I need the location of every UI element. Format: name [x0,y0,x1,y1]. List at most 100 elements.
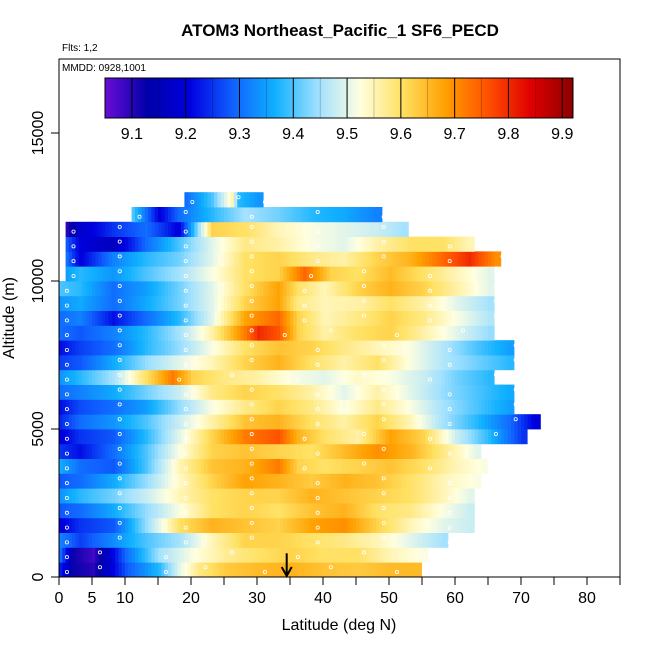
heatmap-cell [507,399,515,415]
heatmap-cell [95,325,100,341]
heatmap-cell [111,532,116,548]
heatmap-cell [158,488,162,504]
heatmap-cell [293,399,298,415]
heatmap-cell [98,236,103,252]
heatmap-cell [494,355,499,371]
heatmap-cell [253,340,258,356]
heatmap-cell [204,384,209,400]
heatmap-cell [138,503,143,519]
heatmap-cell [395,221,400,237]
sample-point [381,520,386,525]
heatmap-cell [323,207,327,223]
heatmap-cell [303,547,308,563]
heatmap-cell [359,562,364,578]
heatmap-cell [253,562,258,578]
heatmap-cell [346,399,350,415]
heatmap-cell [280,251,284,267]
sample-point [163,569,168,574]
heatmap-cell [418,384,423,400]
heatmap-cell [507,355,515,371]
heatmap-cell [471,340,476,356]
heatmap-cell [167,384,172,400]
heatmap-cell [362,503,367,519]
heatmap-cell [210,562,215,578]
heatmap-cell [408,399,413,415]
heatmap-cell [204,295,209,311]
heatmap-cell [461,517,466,533]
heatmap-cell [461,325,466,341]
heatmap-cell [316,562,321,578]
heatmap-cell [458,281,463,297]
heatmap-cell [75,340,80,356]
heatmap-cell [323,340,327,356]
heatmap-cell [405,295,410,311]
heatmap-cell [181,281,185,297]
heatmap-cell [82,266,86,282]
heatmap-cell [134,443,139,459]
heatmap-cell [121,325,126,341]
heatmap-cell [303,221,308,237]
heatmap-cell [342,429,347,445]
heatmap-cell [412,399,416,415]
heatmap-cell [92,236,96,252]
heatmap-cell [131,221,136,237]
heatmap-cell [389,236,393,252]
heatmap-cell [200,473,205,489]
heatmap-cell [82,414,86,430]
heatmap-cell [115,340,119,356]
heatmap-cell [405,429,410,445]
heatmap-cell [217,295,222,311]
heatmap-cell [280,443,284,459]
sample-point [381,535,386,540]
x-tick-label: 5 [88,590,97,607]
heatmap-cell [504,429,509,445]
heatmap-cell [217,414,222,430]
heatmap-cell [105,266,110,282]
heatmap-cell [431,443,436,459]
heatmap-cell [263,207,268,223]
heatmap-cell [204,443,209,459]
heatmap-cell [296,236,301,252]
heatmap-cell [359,325,364,341]
heatmap-cell [98,369,103,385]
heatmap-cell [365,488,370,504]
heatmap-cell [263,325,268,341]
heatmap-cell [204,503,209,519]
heatmap-cell [144,355,149,371]
heatmap-cell [227,384,232,400]
heatmap-cell [313,547,317,563]
heatmap-cell [187,355,192,371]
heatmap-cell [214,310,218,326]
heatmap-cell [474,266,479,282]
heatmap-cell [346,562,350,578]
heatmap-cell [101,310,106,326]
heatmap-cell [144,399,149,415]
heatmap-cell [395,295,400,311]
heatmap-cell [481,325,486,341]
arrow-head [280,566,293,579]
sample-point [315,229,320,234]
heatmap-cell [65,458,70,474]
heatmap-cell [237,221,242,237]
heatmap-cell [296,221,301,237]
heatmap-cell [375,562,380,578]
heatmap-cell [273,310,278,326]
heatmap-cell [336,429,341,445]
heatmap-cell [141,517,146,533]
heatmap-cell [230,547,235,563]
sample-point [381,254,386,259]
heatmap-cell [181,207,185,223]
heatmap-cell [316,355,321,371]
heatmap-cell [356,266,360,282]
heatmap-cell [233,414,238,430]
sample-point [249,269,254,274]
heatmap-cell [200,251,205,267]
sample-point [183,259,188,264]
heatmap-cell [481,429,486,445]
heatmap-cell [233,251,238,267]
sample-point [117,476,122,481]
heatmap-cell [105,281,110,297]
heatmap-cell [372,207,377,223]
heatmap-cell [319,207,324,223]
heatmap-cell [405,266,410,282]
